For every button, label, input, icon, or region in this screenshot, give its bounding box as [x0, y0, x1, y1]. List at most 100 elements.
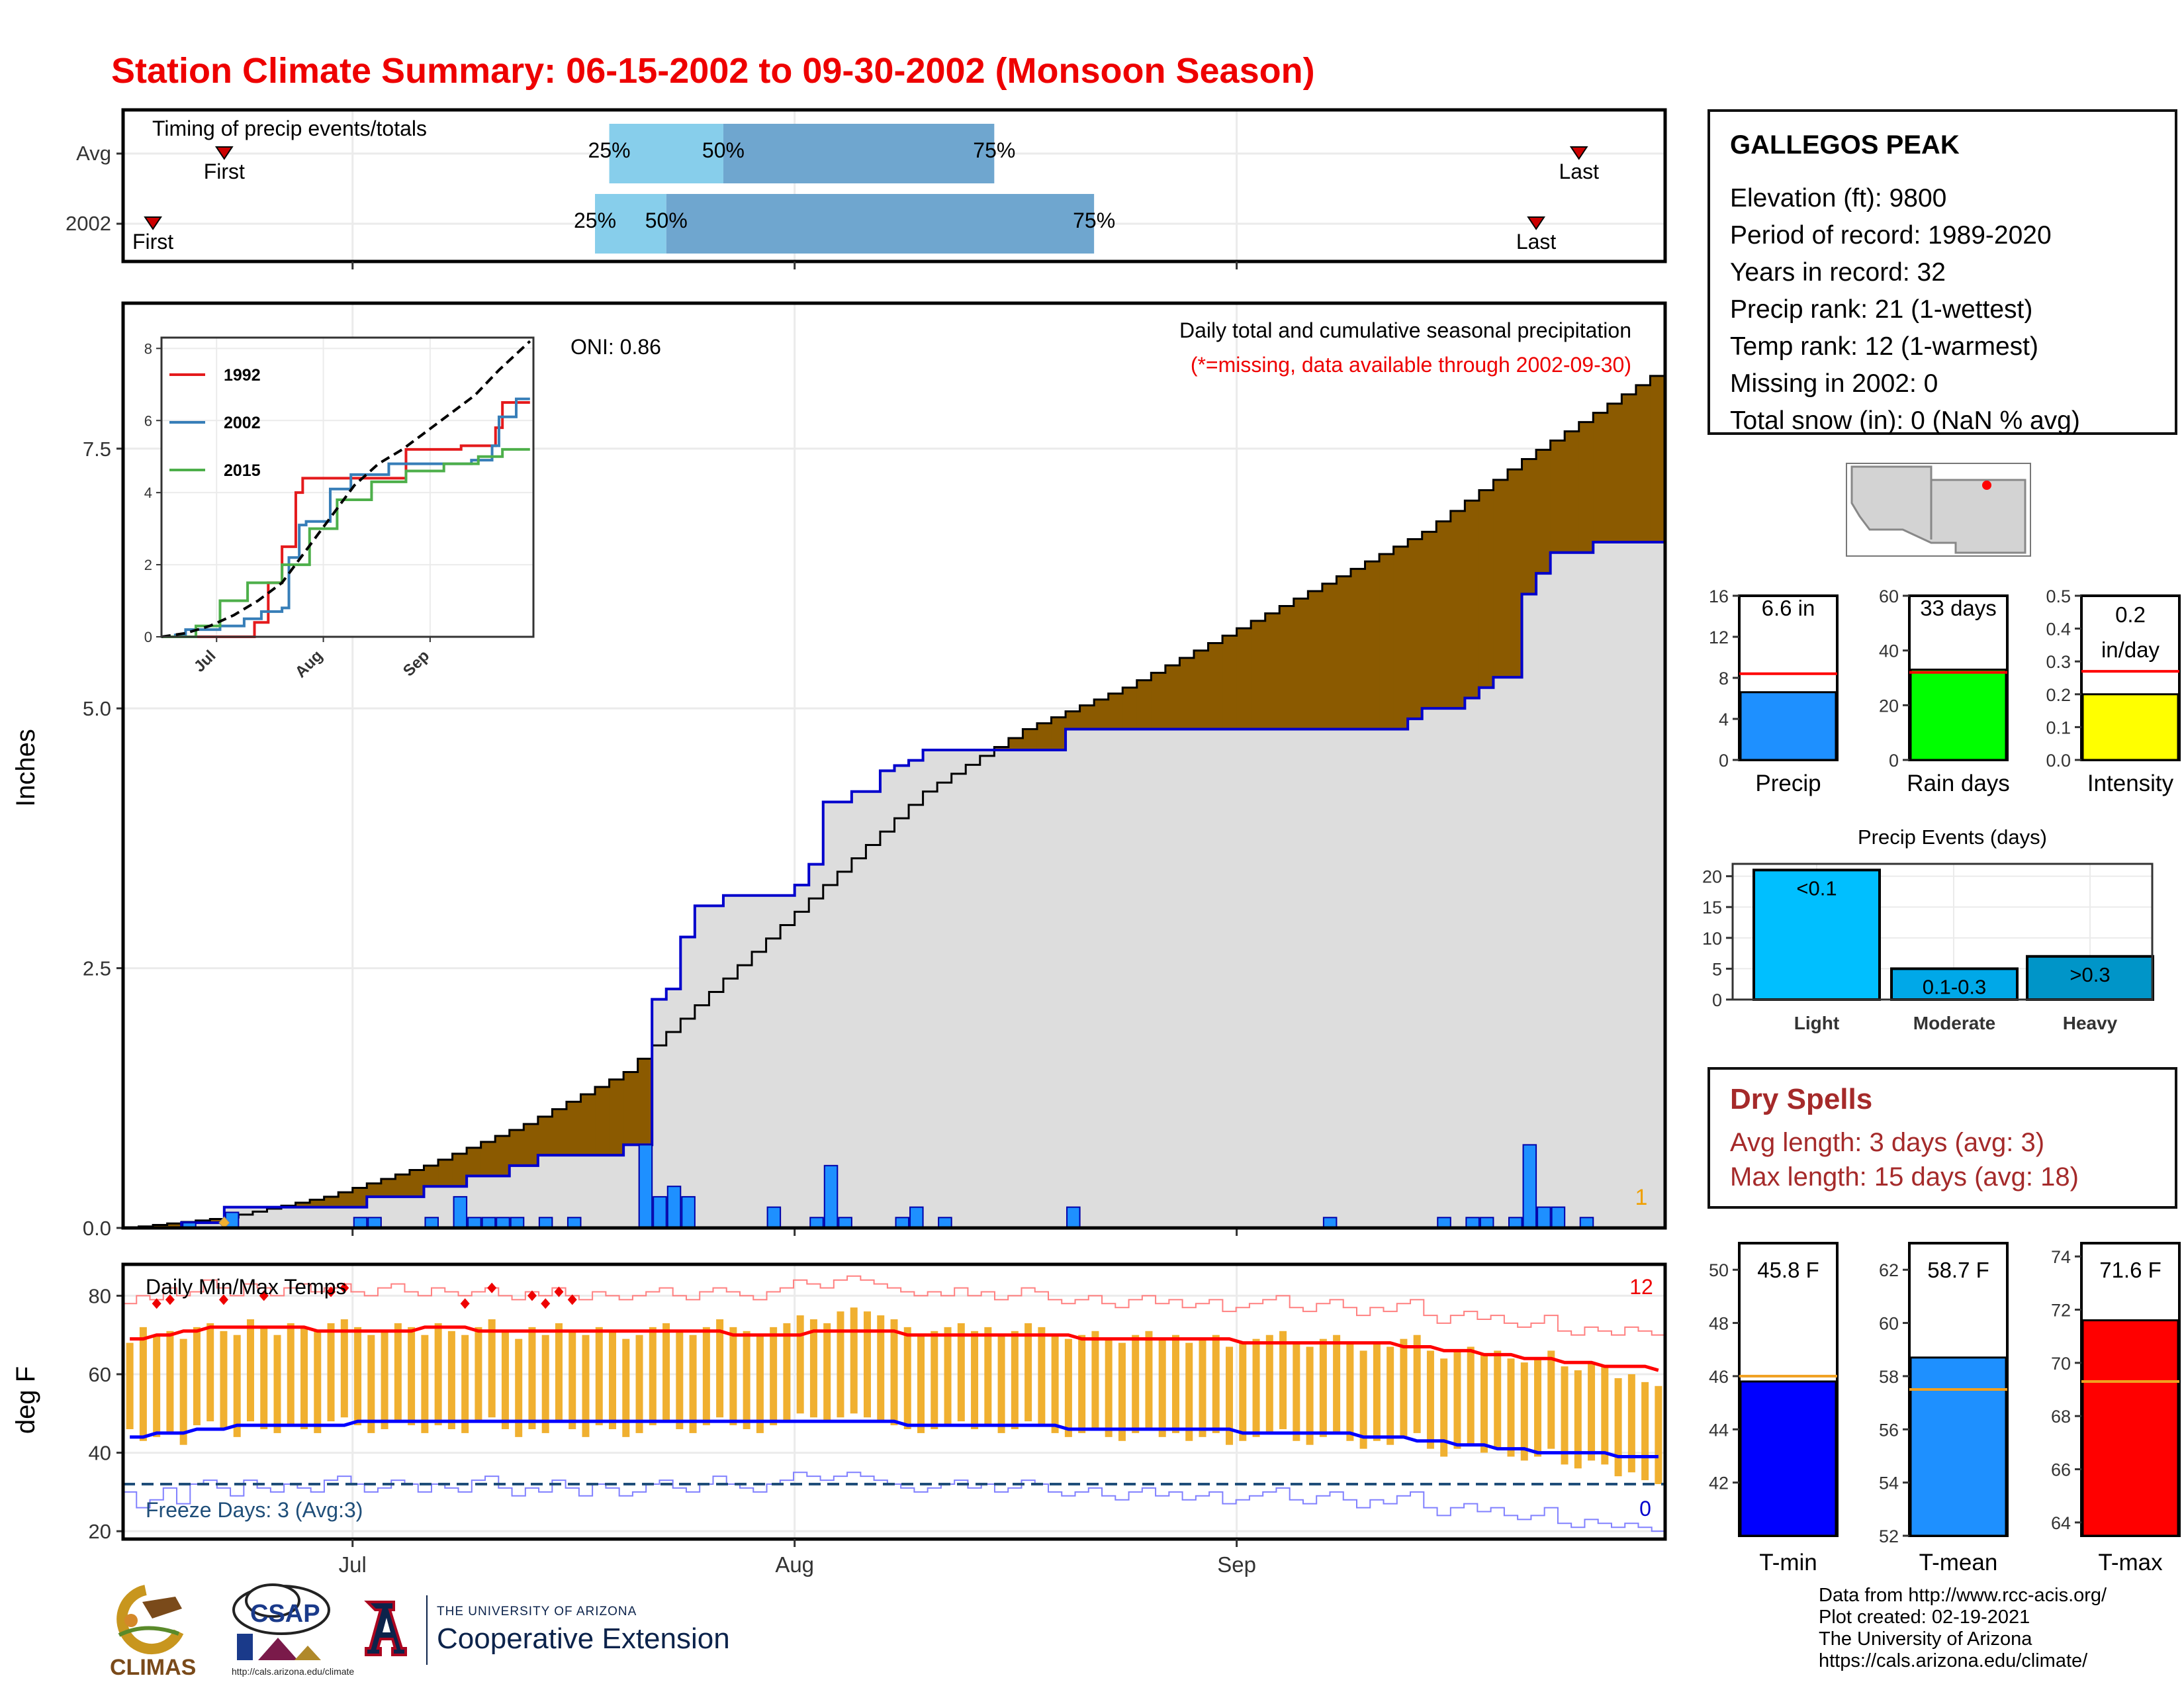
timing-row-label: Avg	[76, 142, 111, 165]
timing-label-last: Last	[1559, 160, 1599, 183]
temp-daily-range-bar	[501, 1331, 509, 1429]
precip-below-average-fill	[1408, 539, 1423, 719]
inset-series-line-2015	[161, 447, 530, 638]
university-of-arizona-logo: THE UNIVERSITY OF ARIZONA Cooperative Ex…	[364, 1595, 730, 1665]
location-map	[1846, 463, 2031, 557]
precip-below-average-fill	[467, 1147, 482, 1176]
summary-ytick-label: 40	[1879, 641, 1899, 661]
precip-below-average-fill	[994, 747, 1009, 750]
temp-record-high-marker	[487, 1282, 497, 1293]
precip-daily-bar	[1551, 1206, 1566, 1229]
temp-daily-range-bar	[367, 1335, 375, 1433]
summary-ytick-label: 20	[1879, 696, 1899, 716]
precip-below-average-fill	[1036, 723, 1052, 750]
precip-below-average-fill	[1621, 394, 1637, 543]
inset-ytick-label: 2	[144, 557, 152, 573]
precip-daily-bar	[666, 1186, 682, 1229]
precip-below-average-fill	[1136, 680, 1152, 729]
precip-below-average-fill	[509, 1130, 524, 1166]
events-title: Precip Events (days)	[1858, 825, 2047, 849]
precip-below-average-fill	[324, 1196, 339, 1207]
summary-value-label: 33 days	[1920, 596, 1997, 620]
temp-daily-range-bar	[1239, 1342, 1247, 1441]
station-years: Years in record: 32	[1730, 258, 1946, 287]
precip-daily-bar	[1066, 1206, 1081, 1229]
precip-panel-border	[121, 301, 1667, 1230]
events-panel-border	[1731, 863, 2154, 1001]
temp-daily-range-bar	[233, 1335, 241, 1437]
temp-max-average-line	[130, 1325, 1659, 1372]
precip-ytick-label: 7.5	[83, 438, 111, 461]
timing-label-75: 75%	[973, 138, 1015, 162]
temp-daily-range-bar	[541, 1335, 549, 1433]
timing-marker-last	[1569, 146, 1588, 160]
precip-below-average-fill	[1393, 546, 1408, 729]
temp-daily-range-bar	[582, 1335, 590, 1437]
precip-daily-bar	[1537, 1206, 1551, 1229]
precip-below-average-fill	[1265, 613, 1280, 729]
precip-below-average-fill	[1293, 598, 1308, 729]
temp-daily-range-bar	[1426, 1350, 1434, 1449]
precip-below-average-fill	[623, 1072, 639, 1145]
temp-daily-range-bar	[354, 1327, 362, 1426]
precip-below-average-fill	[338, 1192, 353, 1207]
temp-daily-range-bar	[917, 1335, 925, 1433]
temp-daily-range-bar	[729, 1327, 737, 1426]
precip-below-average-fill	[1236, 628, 1251, 729]
precip-below-average-fill	[1536, 449, 1551, 574]
summary-value-label: in/day	[2101, 637, 2160, 662]
summary-ytick-label: 0.1	[2046, 718, 2071, 737]
summary-ytick-label: 0.4	[2046, 620, 2071, 639]
events-bar	[1752, 868, 1881, 1002]
temp-summary-ytick-label: 52	[1879, 1526, 1899, 1546]
inset-ytick-label: 6	[144, 412, 152, 429]
temp-daily-range-bar	[528, 1327, 536, 1429]
temp-daily-range-bar	[823, 1323, 831, 1422]
timing-bar-early	[609, 124, 723, 183]
temp-summary-ytick-label: 50	[1709, 1260, 1729, 1280]
precip-below-average-fill	[580, 1094, 596, 1156]
precip-below-average-fill	[1179, 657, 1195, 729]
summary-category-label: Rain days	[1907, 771, 2010, 796]
temp-summary-bar	[1739, 1380, 1837, 1537]
temp-daily-range-bar	[997, 1335, 1005, 1433]
temp-daily-range-bar	[488, 1319, 496, 1418]
temp-summary-ytick-label: 64	[2051, 1513, 2071, 1533]
temp-daily-range-bar	[166, 1331, 174, 1433]
precip-below-average-fill	[395, 1174, 410, 1197]
temp-daily-range-bar	[984, 1327, 992, 1426]
precip-below-average-fill	[1350, 569, 1366, 729]
precip-below-average-fill	[1079, 705, 1095, 729]
precip-below-average-fill	[1094, 699, 1109, 729]
timing-panel-border	[121, 108, 1667, 263]
events-bar-label: <0.1	[1796, 876, 1837, 900]
events-ytick-label: 10	[1702, 929, 1722, 949]
temp-daily-range-bar	[676, 1331, 684, 1429]
precip-daily-bar	[909, 1206, 924, 1229]
temp-daily-range-bar	[1145, 1331, 1153, 1429]
inset-panel-bg	[161, 338, 533, 637]
temp-daily-range-bar	[1494, 1350, 1502, 1449]
events-category-label: Light	[1794, 1013, 1839, 1033]
temp-title: Daily Min/Max Temps	[146, 1275, 346, 1299]
temp-daily-range-bar	[287, 1323, 295, 1426]
events-bar-label: >0.3	[2070, 963, 2110, 986]
temp-daily-range-bar	[1306, 1346, 1314, 1445]
temp-daily-range-bar	[1252, 1338, 1260, 1437]
temp-daily-range-bar	[1293, 1342, 1300, 1441]
temp-daily-range-bar	[153, 1335, 161, 1437]
temp-daily-range-bar	[756, 1335, 764, 1433]
temp-daily-range-bar	[1588, 1362, 1596, 1461]
dry-spells-max: Max length: 15 days (avg: 18)	[1730, 1162, 2079, 1192]
temp-daily-range-bar	[434, 1323, 442, 1426]
temp-daily-range-bar	[702, 1327, 710, 1426]
precip-daily-bar	[638, 1144, 653, 1229]
precip-ytick-label: 2.5	[83, 957, 111, 980]
temp-daily-range-bar	[1627, 1374, 1635, 1473]
inset-average-line	[161, 340, 531, 638]
precip-below-average-fill	[1122, 687, 1138, 729]
summary-bar	[1909, 669, 2007, 761]
precip-below-average-fill	[310, 1199, 325, 1207]
timing-label-50: 50%	[645, 209, 688, 232]
precip-below-average-fill	[1507, 469, 1523, 678]
